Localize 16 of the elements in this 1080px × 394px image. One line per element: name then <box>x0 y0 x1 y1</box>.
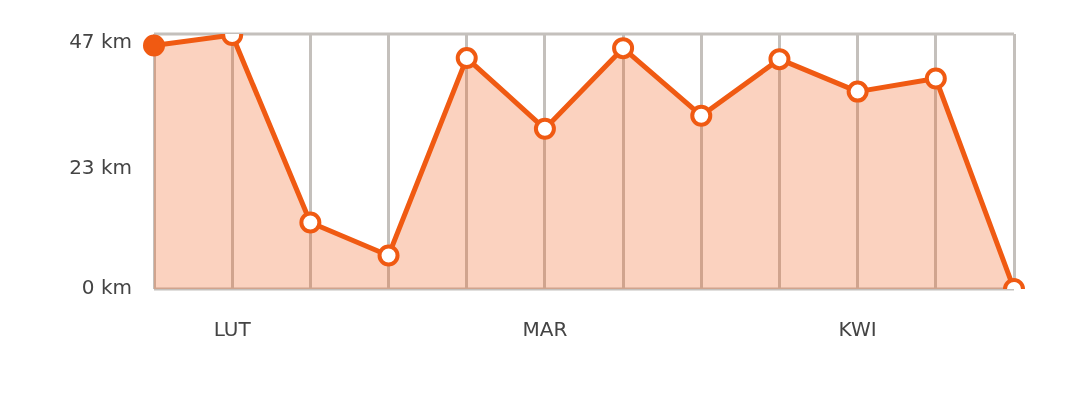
point <box>846 80 869 103</box>
point <box>690 104 713 127</box>
point <box>768 48 791 71</box>
x-tick-label: LUT <box>213 317 252 342</box>
point <box>377 244 400 267</box>
point <box>612 37 635 60</box>
point <box>455 47 478 70</box>
x-tick-label: KWI <box>838 317 877 342</box>
y-tick-label: 0 km <box>81 275 132 300</box>
y-tick-label: 47 km <box>69 29 132 54</box>
point <box>143 34 165 57</box>
y-tick-label: 23 km <box>69 154 132 179</box>
x-tick-label: MAR <box>522 317 568 342</box>
point <box>924 67 947 90</box>
point <box>299 211 322 234</box>
point <box>533 117 556 140</box>
